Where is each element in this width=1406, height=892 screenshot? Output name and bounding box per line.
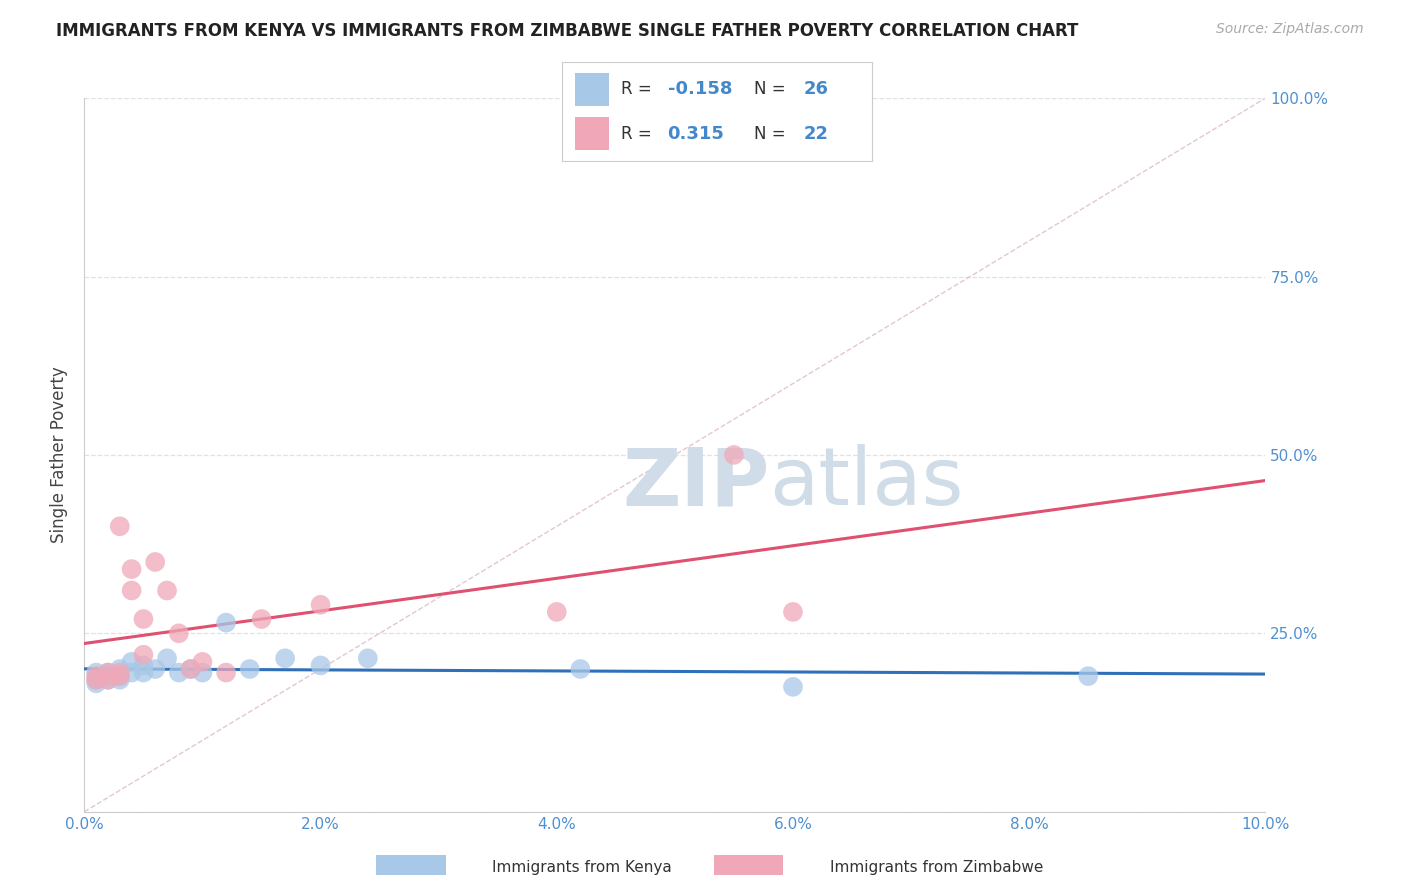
Text: 0.315: 0.315 [668,125,724,143]
Point [84,669,107,683]
Point [156,651,179,665]
Point [97,673,120,687]
Point [97,673,120,687]
Point [309,658,332,673]
Point [132,665,155,680]
Text: N =: N = [754,125,792,143]
Point [156,583,179,598]
Bar [575,73,609,105]
Point [239,662,262,676]
Point [274,651,297,665]
Point [84,673,107,687]
Point [108,662,131,676]
Point [250,612,273,626]
Point [143,662,166,676]
Text: -0.158: -0.158 [668,80,733,98]
Point [782,680,804,694]
Point [97,665,120,680]
Point [191,665,214,680]
Point [167,665,190,680]
Point [723,448,745,462]
Point [108,673,131,687]
Point [215,665,238,680]
Point [143,555,166,569]
Point [215,615,238,630]
Point [132,648,155,662]
Point [108,669,131,683]
Text: atlas: atlas [769,444,963,523]
Point [132,658,155,673]
Text: 26: 26 [804,80,828,98]
Text: ZIP: ZIP [621,444,769,523]
Point [569,662,592,676]
Text: Source: ZipAtlas.com: Source: ZipAtlas.com [1216,22,1364,37]
Point [108,669,131,683]
Point [357,651,380,665]
Point [121,665,143,680]
Text: Immigrants from Kenya: Immigrants from Kenya [492,860,672,874]
Point [108,665,131,680]
Point [167,626,190,640]
Point [97,669,120,683]
Point [180,662,202,676]
Point [121,583,143,598]
Point [84,676,107,690]
Text: 22: 22 [804,125,828,143]
Point [1077,669,1099,683]
Text: IMMIGRANTS FROM KENYA VS IMMIGRANTS FROM ZIMBABWE SINGLE FATHER POVERTY CORRELAT: IMMIGRANTS FROM KENYA VS IMMIGRANTS FROM… [56,22,1078,40]
Bar [714,855,783,875]
Point [121,655,143,669]
Text: R =: R = [621,125,657,143]
Point [84,665,107,680]
Y-axis label: Single Father Poverty: Single Father Poverty [51,367,69,543]
Point [180,662,202,676]
Point [546,605,568,619]
Bar [575,118,609,150]
Point [121,562,143,576]
Point [84,673,107,687]
Point [782,605,804,619]
Text: N =: N = [754,80,792,98]
Text: Immigrants from Zimbabwe: Immigrants from Zimbabwe [830,860,1043,874]
Point [191,655,214,669]
Point [97,665,120,680]
Point [309,598,332,612]
Text: R =: R = [621,80,657,98]
Point [108,519,131,533]
Bar [377,855,446,875]
Point [132,612,155,626]
